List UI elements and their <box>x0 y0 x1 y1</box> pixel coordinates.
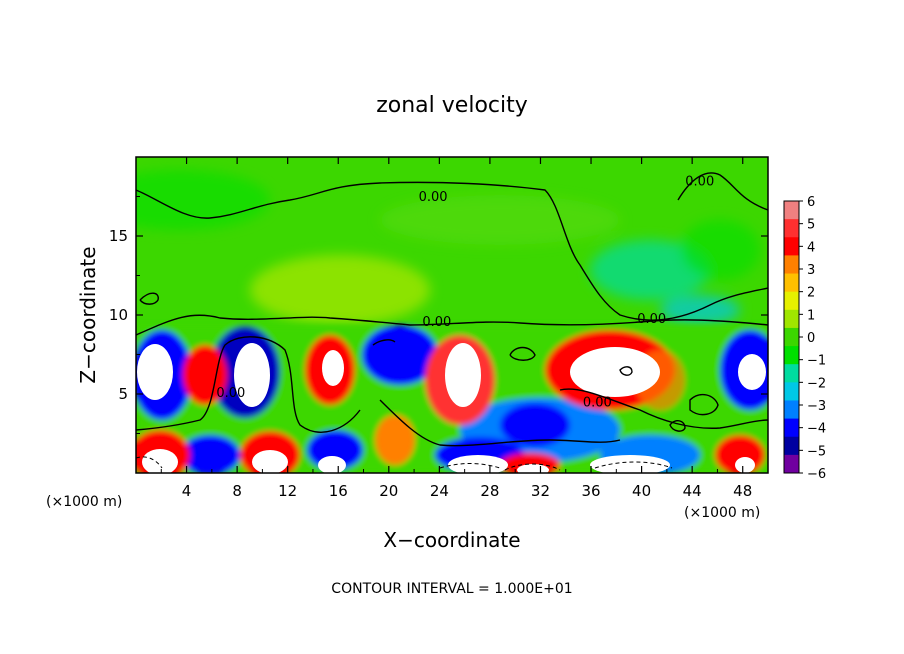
colorbar-swatch <box>784 346 799 365</box>
colorbar-label: 4 <box>807 240 815 255</box>
y-tick-label: 5 <box>118 385 128 403</box>
colorbar-label: −3 <box>807 399 826 414</box>
colorbar-swatch <box>784 291 799 311</box>
colorbar-label: 3 <box>807 263 815 278</box>
colorbar-swatch <box>784 273 799 293</box>
colorbar-swatch <box>784 327 799 347</box>
x-tick-label: 16 <box>329 482 348 500</box>
colorbar-swatch <box>784 454 799 474</box>
x-tick-label: 8 <box>232 482 242 500</box>
x-tick-label: 48 <box>733 482 752 500</box>
colorbar-label: 0 <box>807 331 815 346</box>
x-axis: 4 8 12 16 20 24 28 32 36 40 44 48 <box>160 157 752 500</box>
colorbar: 6 5 4 3 2 1 0 −1 −2 −3 −4 −5 −6 <box>783 195 826 482</box>
colorbar-swatch <box>784 237 799 256</box>
colorbar-label: 1 <box>807 308 815 323</box>
colorbar-swatch <box>784 201 799 220</box>
colorbar-swatch <box>784 418 799 438</box>
colorbar-label: −4 <box>807 422 826 437</box>
colorbar-swatch <box>784 309 799 329</box>
colorbar-label: −5 <box>807 444 826 459</box>
contour-label: 0.00 <box>637 312 666 327</box>
y-axis-title: Z−coordinate <box>76 246 100 383</box>
x-axis-title: X−coordinate <box>383 528 520 552</box>
contour-label: 0.00 <box>685 174 714 189</box>
plot-area: 0.00 0.00 0.00 0.00 0.00 0.00 <box>136 157 768 473</box>
upper-field <box>136 170 760 325</box>
x-tick-label: 4 <box>182 482 192 500</box>
contour-label: 0.00 <box>422 315 451 330</box>
colorbar-swatch <box>784 255 799 275</box>
x-tick-label: 20 <box>379 482 398 500</box>
x-tick-label: 40 <box>632 482 651 500</box>
colorbar-label: −6 <box>807 467 826 482</box>
colorbar-label: 5 <box>807 218 815 233</box>
x-tick-label: 36 <box>581 482 600 500</box>
y-tick-label: 15 <box>109 227 128 245</box>
colorbar-swatch <box>784 436 799 456</box>
x-tick-label: 24 <box>430 482 449 500</box>
saturated-cores <box>137 343 766 473</box>
x-tick-label: 32 <box>531 482 550 500</box>
contour-labels: 0.00 0.00 0.00 0.00 0.00 0.00 <box>216 174 714 410</box>
x-tick-label: 44 <box>683 482 702 500</box>
x-tick-label: 28 <box>480 482 499 500</box>
colorbar-label: −2 <box>807 376 826 391</box>
y-axis: 5 10 15 <box>109 196 768 434</box>
contour-label: 0.00 <box>583 396 612 411</box>
contour-label: 0.00 <box>216 386 245 401</box>
colorbar-label: 2 <box>807 286 815 301</box>
y-tick-label: 10 <box>109 306 128 324</box>
negative-contours <box>136 456 673 471</box>
colorbar-label: −1 <box>807 354 826 369</box>
contour-label: 0.00 <box>419 190 448 205</box>
contour-interval-note: CONTOUR INTERVAL = 1.000E+01 <box>331 581 572 597</box>
contour-lines <box>136 172 768 447</box>
colorbar-label: 6 <box>807 195 815 210</box>
colorbar-swatch <box>784 364 799 383</box>
colorbar-swatch <box>784 382 799 401</box>
colorbar-swatch <box>784 219 799 238</box>
x-tick-label: 12 <box>278 482 297 500</box>
x-unit-left: (×1000 m) <box>46 494 122 510</box>
chart-title: zonal velocity <box>376 93 528 118</box>
colorbar-swatch <box>784 400 799 420</box>
x-unit-right: (×1000 m) <box>684 505 760 521</box>
